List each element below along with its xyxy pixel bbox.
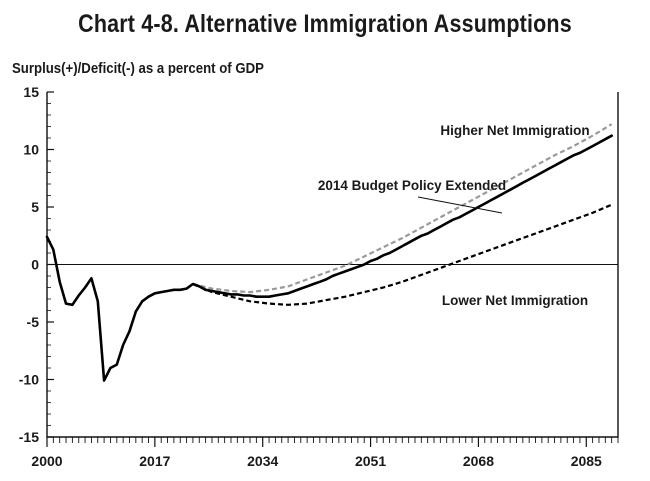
- annotation-leader-line: [417, 196, 503, 214]
- y-tick-label: -10: [19, 372, 39, 388]
- chart-title: Chart 4-8. Alternative Immigration Assum…: [78, 10, 572, 38]
- annotation-label: 2014 Budget Policy Extended: [318, 178, 506, 193]
- x-tick-label: 2085: [571, 453, 602, 469]
- x-tick-label: 2000: [31, 453, 62, 469]
- axes: 15 10 5 0 -5 -10 -15 2000 2017 2034 2051 2068 2085: [19, 84, 619, 469]
- x-tick-label: 2068: [463, 453, 494, 469]
- x-tick-label: 2051: [355, 453, 386, 469]
- series-line-lower-net-immigration: [192, 203, 613, 306]
- annotation-label: Higher Net Immigration: [440, 123, 589, 138]
- y-tick-label: 0: [31, 257, 39, 273]
- annotation-label: Lower Net Immigration: [442, 293, 588, 308]
- annotations: Higher Net Immigration 2014 Budget Policy…: [318, 123, 590, 308]
- x-tick-label: 2034: [247, 453, 278, 469]
- series-line-2014-budget-policy-extended: [45, 134, 613, 382]
- x-tick-label: 2017: [139, 453, 170, 469]
- y-tick-label: 15: [23, 84, 39, 100]
- series-line-higher-net-immigration: [192, 123, 613, 294]
- y-tick-label: -15: [19, 429, 39, 445]
- y-tick-label: 5: [31, 199, 39, 215]
- y-axis-label: Surplus(+)/Deficit(-) as a percent of GD…: [12, 60, 264, 77]
- series-lines: [45, 123, 613, 382]
- y-tick-label: 10: [23, 142, 39, 158]
- y-tick-label: -5: [27, 314, 40, 330]
